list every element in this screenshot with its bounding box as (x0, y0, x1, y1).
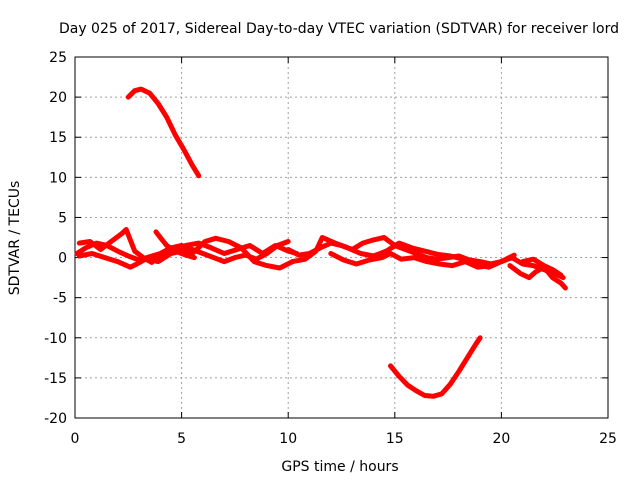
x-tick-label: 25 (599, 431, 617, 447)
y-tick-label: 25 (49, 50, 67, 66)
y-tick-label: -20 (44, 411, 67, 427)
x-tick-label: 10 (279, 431, 297, 447)
series-band-4 (153, 229, 197, 261)
series-arc-high (125, 86, 202, 179)
y-tick-label: -15 (44, 371, 67, 387)
series-band-6 (290, 235, 517, 270)
x-axis-label: GPS time / hours (281, 459, 398, 475)
y-tick-label: 20 (49, 90, 67, 106)
y-tick-label: 0 (58, 251, 67, 267)
plot-frame (74, 56, 609, 419)
axes: 0 5 10 15 20 25 -20 -15 -10 -5 0 5 10 15 20 25 (44, 50, 617, 447)
y-tick-label: 15 (49, 130, 67, 146)
x-tick-label: 20 (492, 431, 510, 447)
y-tick-label: -5 (53, 291, 67, 307)
y-tick-label: 5 (58, 210, 67, 226)
x-tick-label: 5 (177, 431, 186, 447)
series-band-7 (328, 251, 494, 270)
y-axis-label: SDTVAR / TECUs (7, 181, 23, 296)
y-tick-label: 10 (49, 170, 67, 186)
series-arc-low (388, 335, 483, 399)
x-tick-label: 15 (386, 431, 404, 447)
data-series (74, 86, 568, 399)
x-tick-label: 0 (71, 431, 80, 447)
chart-title: Day 025 of 2017, Sidereal Day-to-day VTE… (59, 21, 619, 37)
series-band-10 (520, 256, 564, 278)
series-band-9 (507, 263, 568, 291)
y-tick-label: -10 (44, 331, 67, 347)
grid-lines (75, 57, 608, 418)
